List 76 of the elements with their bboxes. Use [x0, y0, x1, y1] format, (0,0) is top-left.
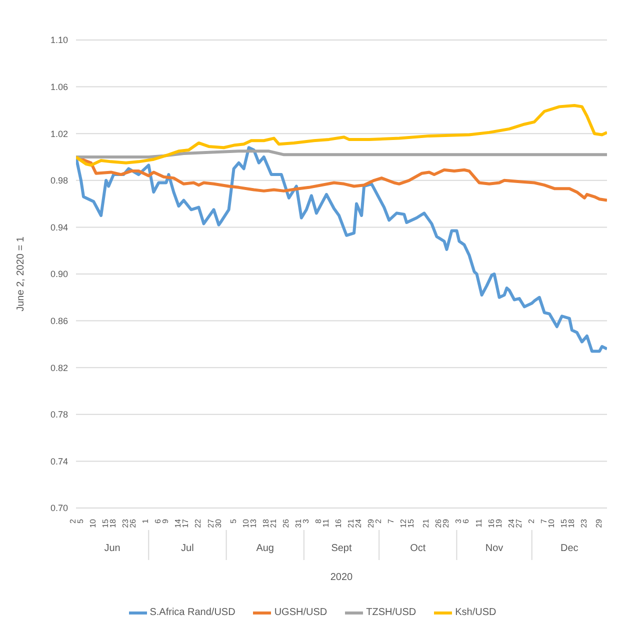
x-tick-label: 22 — [194, 518, 203, 528]
x-tick-label: 3 — [301, 518, 310, 524]
x-tick-label: 5 — [76, 518, 86, 524]
x-tick-label: 23 — [121, 518, 130, 528]
x-tick-label: 18 — [261, 518, 270, 528]
x-tick-label: 1 — [141, 518, 150, 524]
text: Jul — [181, 543, 194, 554]
x-tick-label: 21 — [268, 518, 278, 528]
x-tick-label: 16 — [486, 518, 496, 528]
line-series — [76, 104, 607, 167]
text: Sept — [331, 543, 352, 554]
x-tick-label: 26 — [281, 518, 290, 528]
text: Oct — [410, 543, 426, 554]
y-tick-label: 0.74 — [50, 456, 68, 466]
x-tick-label: 7 — [386, 518, 396, 524]
text: Nov — [485, 543, 504, 554]
x-tick-label: 18 — [566, 518, 576, 528]
y-tick-label: 0.82 — [50, 362, 68, 373]
x-tick-label: 26 — [128, 518, 138, 528]
x-tick-label: 11 — [474, 518, 484, 528]
x-tick-label: 7 — [539, 518, 548, 524]
x-tick-label: 15 — [559, 518, 568, 528]
x-tick-label: 29 — [366, 518, 376, 528]
text: Aug — [256, 543, 274, 554]
x-axis-title: 2020 — [330, 572, 354, 583]
y-tick-label: 0.94 — [50, 222, 68, 232]
x-tick-label: 13 — [248, 518, 258, 528]
x-tick-label: 14 — [174, 518, 183, 528]
x-tick-label: 16 — [334, 518, 343, 528]
x-tick-label: 15 — [406, 518, 416, 528]
y-tick-label: 0.78 — [50, 410, 68, 420]
y-tick-label: 0.70 — [50, 503, 68, 514]
x-tick-label: 18 — [108, 518, 118, 528]
x-tick-label: 27 — [206, 518, 216, 528]
x-tick-label: 15 — [101, 518, 110, 528]
x-tick-label: 21 — [346, 518, 356, 528]
x-tick-label: 2 — [374, 518, 384, 524]
x-tick-label: 2 — [526, 518, 536, 524]
line-series — [76, 146, 607, 353]
x-tick-label: 10 — [88, 518, 98, 528]
y-axis-title: June 2, 2020 = 1 — [16, 236, 27, 312]
legend-label: TZSH/USD — [365, 607, 416, 618]
x-tick-label: 30 — [214, 518, 223, 528]
x-tick-label: 31 — [294, 518, 303, 528]
x-tick-label: 21 — [422, 518, 431, 528]
x-tick-label: 27 — [514, 518, 524, 528]
x-tick-label: 19 — [494, 518, 504, 528]
x-tick-label: 26 — [434, 518, 444, 528]
x-tick-label: 2 — [68, 518, 78, 524]
y-tick-label: 1.10 — [50, 35, 68, 46]
legend-label: UGSH/USD — [273, 607, 328, 618]
x-tick-label: 29 — [442, 518, 451, 528]
x-tick-label: 17 — [181, 518, 190, 528]
x-tick-label: 10 — [546, 518, 556, 528]
legend-label: S.Africa Rand/USD — [148, 607, 236, 618]
x-tick-label: 5 — [228, 518, 238, 524]
x-tick-label: 12 — [399, 518, 408, 528]
x-tick-label: 3 — [454, 518, 464, 524]
x-tick-label: 23 — [579, 518, 588, 528]
x-tick-label: 24 — [354, 518, 364, 528]
y-tick-label: 0.90 — [50, 269, 68, 280]
x-tick-label: 10 — [241, 518, 250, 528]
x-tick-label: 24 — [506, 518, 516, 528]
text: Dec — [560, 543, 578, 554]
x-tick-label: 11 — [321, 518, 330, 528]
legend-label: Ksh/USD — [454, 607, 496, 618]
x-tick-label: 9 — [161, 518, 170, 524]
y-tick-label: 1.06 — [50, 82, 68, 92]
x-tick-label: 6 — [462, 518, 471, 524]
y-tick-label: 0.86 — [50, 316, 68, 326]
y-tick-label: 0.98 — [50, 176, 68, 186]
x-tick-label: 6 — [154, 518, 163, 524]
y-tick-label: 1.02 — [50, 128, 68, 139]
text: Jun — [104, 543, 120, 554]
x-tick-label: 29 — [594, 518, 604, 528]
x-tick-label: 8 — [314, 518, 323, 524]
